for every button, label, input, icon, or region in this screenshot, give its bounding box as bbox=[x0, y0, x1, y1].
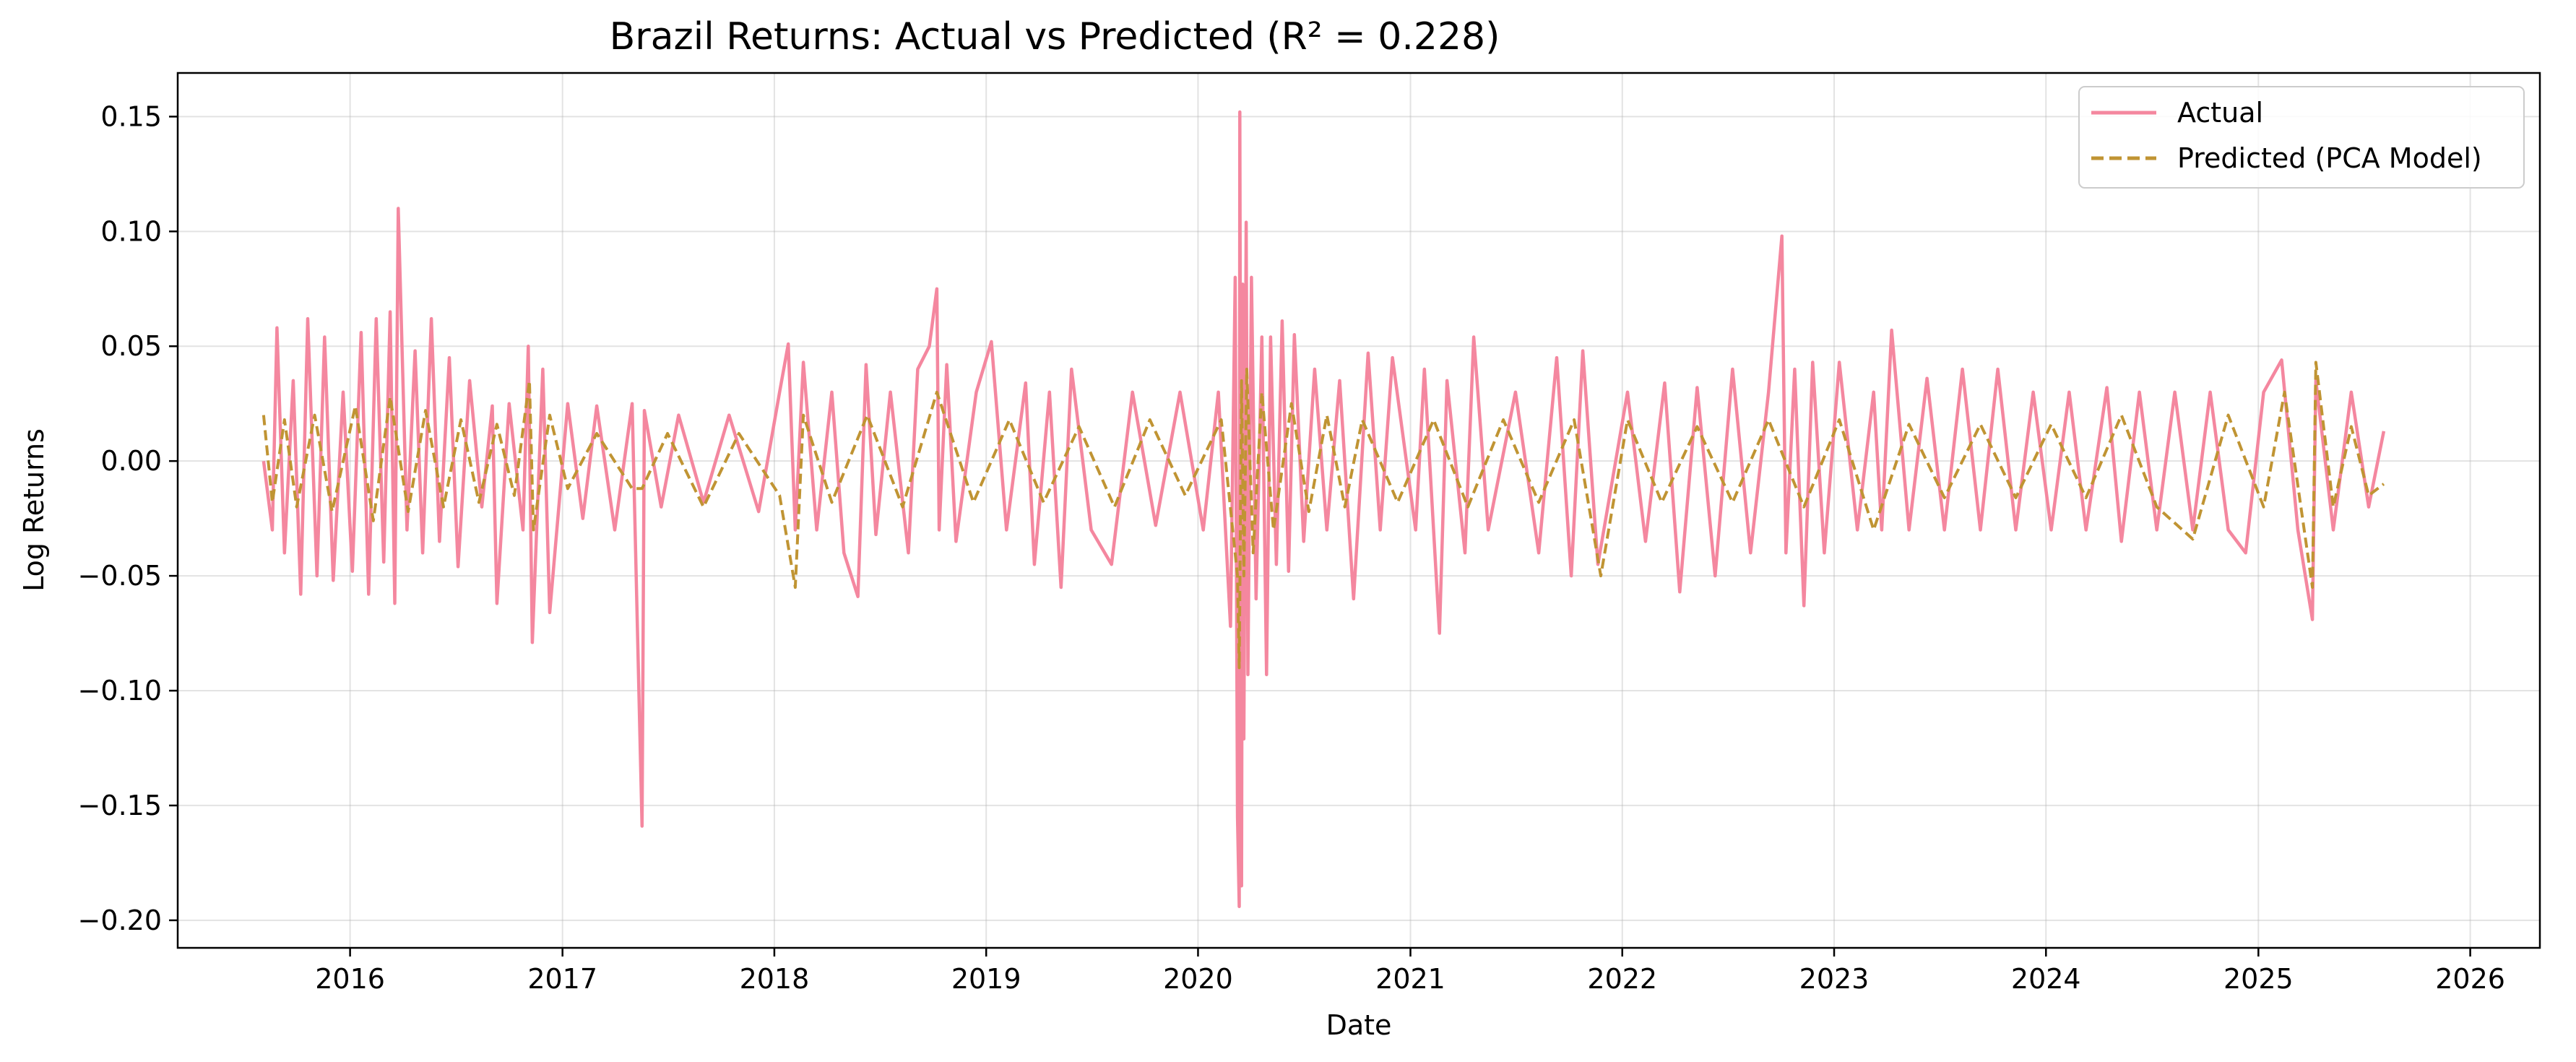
x-tick-label: 2020 bbox=[1163, 963, 1233, 995]
y-tick-label: 0.10 bbox=[100, 215, 162, 247]
x-tick-label: 2022 bbox=[1587, 963, 1657, 995]
y-tick-label: 0.15 bbox=[100, 100, 162, 132]
x-tick-label: 2021 bbox=[1375, 963, 1445, 995]
x-tick-label: 2018 bbox=[740, 963, 810, 995]
x-tick-label: 2016 bbox=[315, 963, 385, 995]
x-axis-ticks: 2016 2017 2018 2019 2020 2021 2022 2023 2024 2025… bbox=[315, 948, 2505, 995]
x-tick-label: 2023 bbox=[1799, 963, 1870, 995]
x-tick-label: 2017 bbox=[527, 963, 597, 995]
legend: Actual Predicted (PCA Model) bbox=[2078, 86, 2525, 189]
y-tick-label: −0.20 bbox=[78, 905, 162, 936]
grid-lines bbox=[178, 73, 2540, 948]
y-tick-label: 0.00 bbox=[100, 445, 162, 477]
chart-title: Brazil Returns: Actual vs Predicted (R² … bbox=[610, 15, 1500, 59]
y-tick-label: 0.05 bbox=[100, 330, 162, 362]
y-tick-label: −0.05 bbox=[78, 560, 162, 592]
y-axis-ticks: 0.15 0.10 0.05 0.00 −0.05 −0.10 −0.15 −0.20 bbox=[78, 100, 178, 936]
y-tick-label: −0.10 bbox=[78, 675, 162, 707]
plot-area-frame bbox=[176, 72, 2541, 949]
predicted-series-line bbox=[262, 361, 2385, 670]
x-tick-label: 2026 bbox=[2435, 963, 2505, 995]
y-axis-label: Log Returns bbox=[18, 428, 50, 592]
legend-actual-label: Actual bbox=[2177, 97, 2263, 129]
y-tick-label: −0.15 bbox=[78, 790, 162, 821]
x-tick-label: 2024 bbox=[2011, 963, 2081, 995]
x-axis-label: Date bbox=[1326, 1009, 1392, 1041]
legend-predicted-label: Predicted (PCA Model) bbox=[2177, 142, 2482, 174]
legend-box bbox=[2078, 86, 2525, 189]
x-tick-label: 2025 bbox=[2223, 963, 2294, 995]
x-tick-label: 2019 bbox=[951, 963, 1021, 995]
predicted-series-layer bbox=[262, 361, 2385, 670]
